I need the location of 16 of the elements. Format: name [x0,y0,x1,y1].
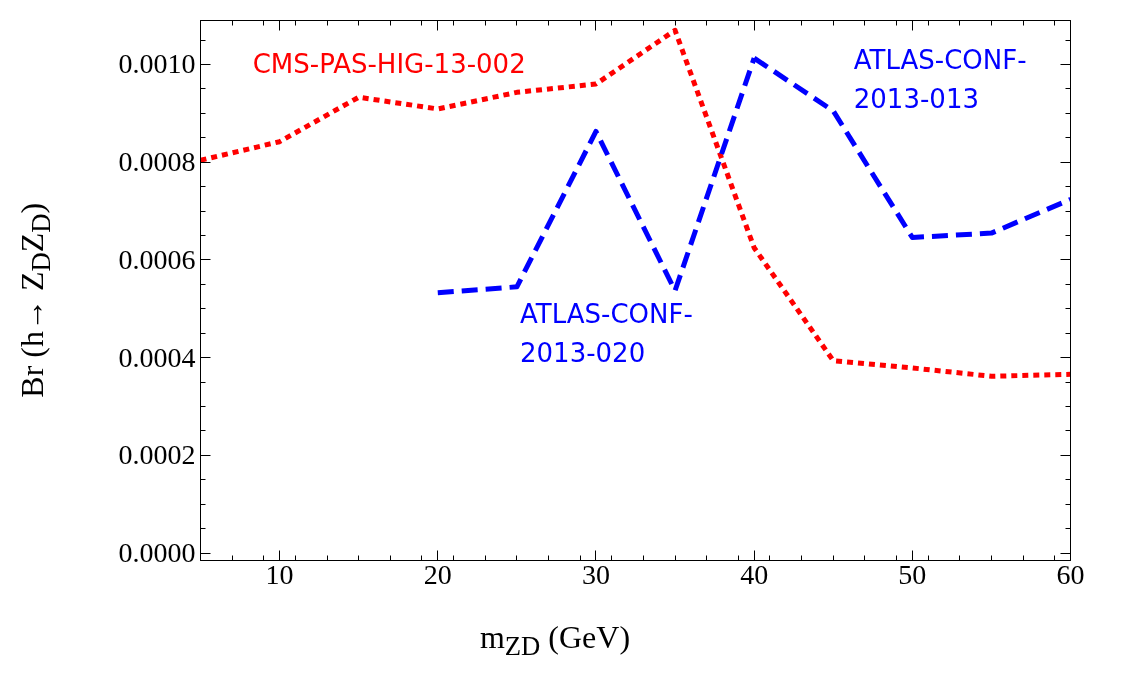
x-tick-label: 40 [740,558,769,590]
y-tick-label: 0.0004 [118,341,196,373]
x-tick-label: 10 [265,558,294,590]
y-tick-label: 0.0010 [118,48,196,80]
x-tick-label: 50 [898,558,927,590]
y-tick-label: 0.0002 [118,439,196,471]
x-tick-label: 30 [581,558,610,590]
y-tick-label: 0.0008 [118,146,196,178]
y-tick-label: 0.0006 [118,243,196,275]
series-label: CMS-PAS-HIG-13-002 [252,48,526,79]
series-label: ATLAS-CONF- 2013-013 [853,44,1027,114]
x-tick-label: 60 [1056,558,1085,590]
x-tick-label: 20 [423,558,452,590]
series-label: ATLAS-CONF- 2013-020 [520,298,693,368]
x-axis-title: m$_{ZD}$ (GeV) [478,618,632,664]
y-tick-label: 0.0000 [118,537,196,569]
